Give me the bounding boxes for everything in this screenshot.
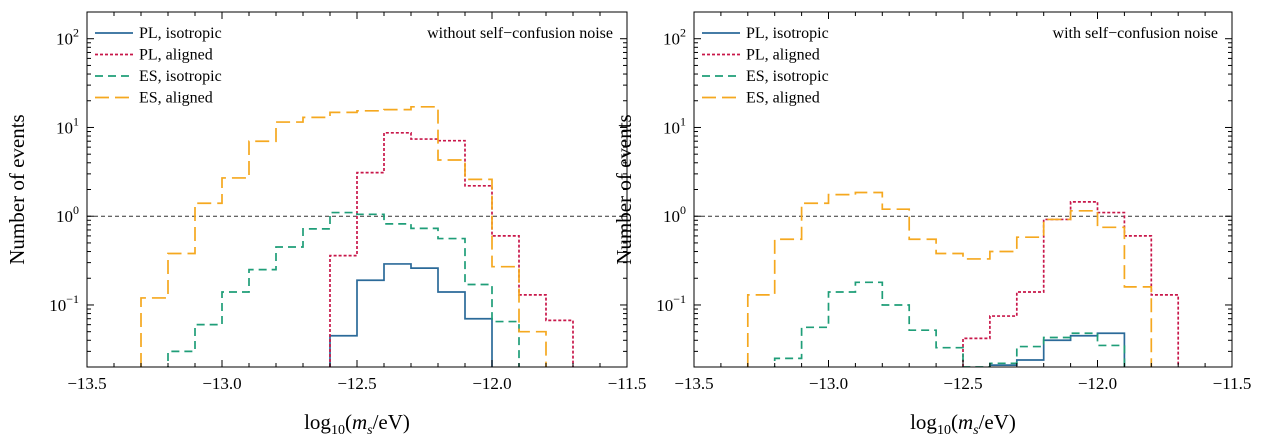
x-tick-label: −11.5 [608,374,647,393]
x-tick-label: −12.5 [943,374,982,393]
legend-entry: PL, aligned [139,47,213,64]
legend-entry: PL, isotropic [746,25,829,42]
legend-entry: ES, isotropic [746,68,829,85]
legend-entry: ES, aligned [139,90,213,107]
x-tick-label: −13.0 [809,374,848,393]
y-tick-label: 10−1 [656,292,686,315]
series-line-3 [746,191,1153,367]
x-axis-label: log10(ms/eV) [910,410,1016,438]
series-line-1 [962,201,1180,367]
y-tick-label: 100 [663,203,686,226]
legend-entry: PL, aligned [746,47,820,64]
y-tick-label: 102 [663,26,686,49]
panel-annotation: without self−confusion noise [427,25,613,42]
legend-entry: PL, isotropic [139,25,222,42]
panel-annotation: with self−confusion noise [1053,25,1218,42]
legend-entry: ES, aligned [746,90,820,107]
x-tick-label: −13.0 [202,374,241,393]
x-tick-label: −12.0 [1078,374,1117,393]
chart-panel-2: −13.5 −13.0 −12.5 −12.0 −11.5 10−1 100 101 102 lo… [612,11,1252,438]
y-tick-label: 102 [56,26,79,49]
series-line-3 [140,105,547,367]
x-tick-label: −11.5 [1213,374,1252,393]
plot-frame [693,11,1233,368]
x-tick-label: −13.5 [674,374,713,393]
x-tick-label: −12.0 [472,374,511,393]
legend: PL, isotropic PL, aligned ES, isotropic ES,… [702,25,829,107]
y-axis-label: Number of events [612,114,636,264]
series-line-2 [773,281,1126,367]
x-tick-label: −12.5 [337,374,376,393]
y-tick-label: 101 [56,114,79,137]
series-line-0 [329,263,493,367]
y-axis-label: Number of events [5,114,29,264]
y-tick-label: 101 [663,114,686,137]
x-tick-label: −13.5 [67,374,106,393]
series-line-1 [329,131,574,367]
x-axis-label: log10(ms/eV) [304,410,410,438]
legend: PL, isotropic PL, aligned ES, isotropic ES,… [95,25,222,107]
legend-entry: ES, isotropic [139,68,222,85]
series-line-2 [167,211,520,367]
y-tick-label: 10−1 [49,292,79,315]
chart-panel-1: −13.5 −13.0 −12.5 −12.0 −11.5 10−1 100 101 102 lo… [5,11,647,438]
y-tick-label: 100 [56,203,79,226]
